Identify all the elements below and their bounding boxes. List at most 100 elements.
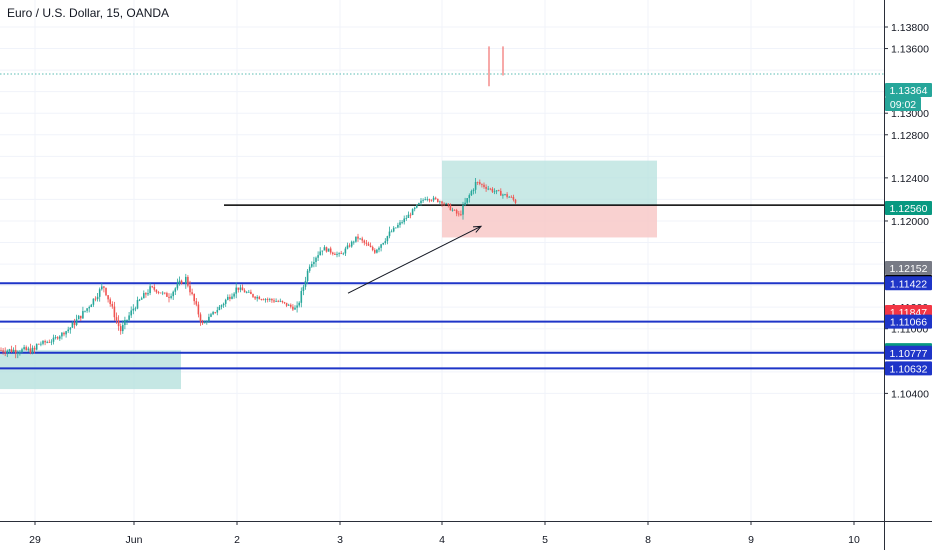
candle bbox=[17, 352, 19, 354]
candle bbox=[208, 316, 210, 322]
candle bbox=[416, 204, 418, 208]
candle bbox=[290, 304, 292, 307]
candle bbox=[493, 191, 496, 193]
candle bbox=[306, 270, 309, 281]
price-tag-support: 1.11066 bbox=[885, 314, 932, 329]
price-tag-support: 1.11422 bbox=[885, 276, 932, 291]
candle bbox=[346, 245, 349, 249]
candle bbox=[399, 222, 401, 225]
candle bbox=[128, 315, 130, 320]
candle bbox=[413, 207, 416, 210]
y-tick-label: 1.13000 bbox=[891, 108, 929, 120]
candle bbox=[75, 319, 78, 325]
candle bbox=[371, 247, 374, 251]
price-tag-bg bbox=[885, 83, 932, 97]
candle bbox=[40, 343, 42, 345]
candle bbox=[430, 200, 433, 202]
candle bbox=[271, 299, 273, 301]
candle bbox=[422, 199, 424, 201]
candle bbox=[474, 182, 477, 190]
candle bbox=[155, 289, 158, 293]
candle bbox=[497, 190, 500, 192]
candle bbox=[214, 312, 216, 313]
candle bbox=[403, 218, 405, 223]
candle bbox=[52, 337, 55, 342]
y-tick-label: 1.12800 bbox=[891, 130, 929, 142]
price-tag-text: 09:02 bbox=[890, 99, 916, 111]
price-tag-bg bbox=[885, 361, 932, 376]
candle bbox=[344, 248, 347, 254]
candle bbox=[218, 306, 221, 311]
price-tag-text: 1.10777 bbox=[890, 348, 928, 360]
candle bbox=[428, 199, 431, 201]
candle bbox=[487, 188, 489, 190]
x-tick-label: 5 bbox=[542, 534, 548, 546]
candle bbox=[31, 347, 34, 354]
candle bbox=[512, 196, 515, 200]
candle bbox=[61, 332, 63, 337]
candle bbox=[378, 247, 380, 250]
candle bbox=[237, 287, 240, 290]
candle bbox=[495, 190, 498, 192]
candle bbox=[418, 203, 420, 205]
candle bbox=[25, 347, 27, 350]
candle bbox=[14, 349, 17, 354]
candle bbox=[199, 314, 202, 322]
candle bbox=[321, 250, 324, 252]
candle bbox=[191, 292, 193, 294]
candle bbox=[216, 310, 219, 313]
candle bbox=[143, 293, 145, 299]
candle bbox=[224, 299, 227, 304]
candle bbox=[88, 307, 90, 309]
x-tick-label: 3 bbox=[337, 534, 343, 546]
candle bbox=[2, 350, 4, 352]
x-tick-label: 8 bbox=[645, 534, 651, 546]
candle bbox=[506, 194, 508, 197]
candle bbox=[21, 349, 23, 353]
candle bbox=[122, 324, 124, 332]
candle bbox=[258, 296, 261, 300]
candle bbox=[298, 302, 300, 306]
price-tag-bg bbox=[885, 345, 932, 360]
candle bbox=[374, 250, 376, 253]
candle bbox=[508, 196, 510, 198]
candle bbox=[44, 341, 46, 343]
candle bbox=[82, 311, 84, 319]
candle bbox=[455, 210, 458, 214]
price-tag-countdown: 09:02 bbox=[885, 97, 921, 111]
candle bbox=[220, 305, 223, 307]
candle bbox=[329, 248, 332, 253]
candle bbox=[338, 253, 340, 255]
candle bbox=[134, 308, 137, 310]
candle bbox=[300, 291, 303, 303]
candle bbox=[29, 348, 32, 354]
candle bbox=[451, 209, 454, 211]
candle bbox=[54, 337, 57, 338]
price-tag-last-price: 1.13364 bbox=[885, 83, 932, 97]
price-tag-bg bbox=[885, 261, 932, 275]
candle bbox=[178, 280, 181, 284]
price-tag-bg bbox=[885, 314, 932, 329]
candle bbox=[227, 296, 229, 300]
demand-zone bbox=[0, 350, 181, 390]
candle bbox=[445, 203, 447, 205]
arrow-head bbox=[472, 225, 483, 233]
candle bbox=[277, 301, 279, 302]
x-tick-label: 9 bbox=[748, 534, 754, 546]
candle bbox=[153, 286, 156, 290]
price-tag-support: 1.10777 bbox=[885, 345, 932, 360]
candle bbox=[281, 300, 284, 303]
price-tag-text: 1.11066 bbox=[890, 317, 927, 329]
target-zone bbox=[442, 160, 657, 205]
candle bbox=[203, 321, 206, 324]
candle bbox=[376, 249, 378, 253]
candle bbox=[161, 292, 164, 294]
price-tag-support: 1.10632 bbox=[885, 361, 932, 376]
candle bbox=[250, 291, 252, 295]
candle bbox=[59, 336, 61, 339]
candle bbox=[266, 299, 269, 300]
candle bbox=[443, 203, 445, 205]
candle bbox=[157, 292, 160, 293]
candle bbox=[437, 198, 439, 203]
candle bbox=[287, 304, 290, 306]
